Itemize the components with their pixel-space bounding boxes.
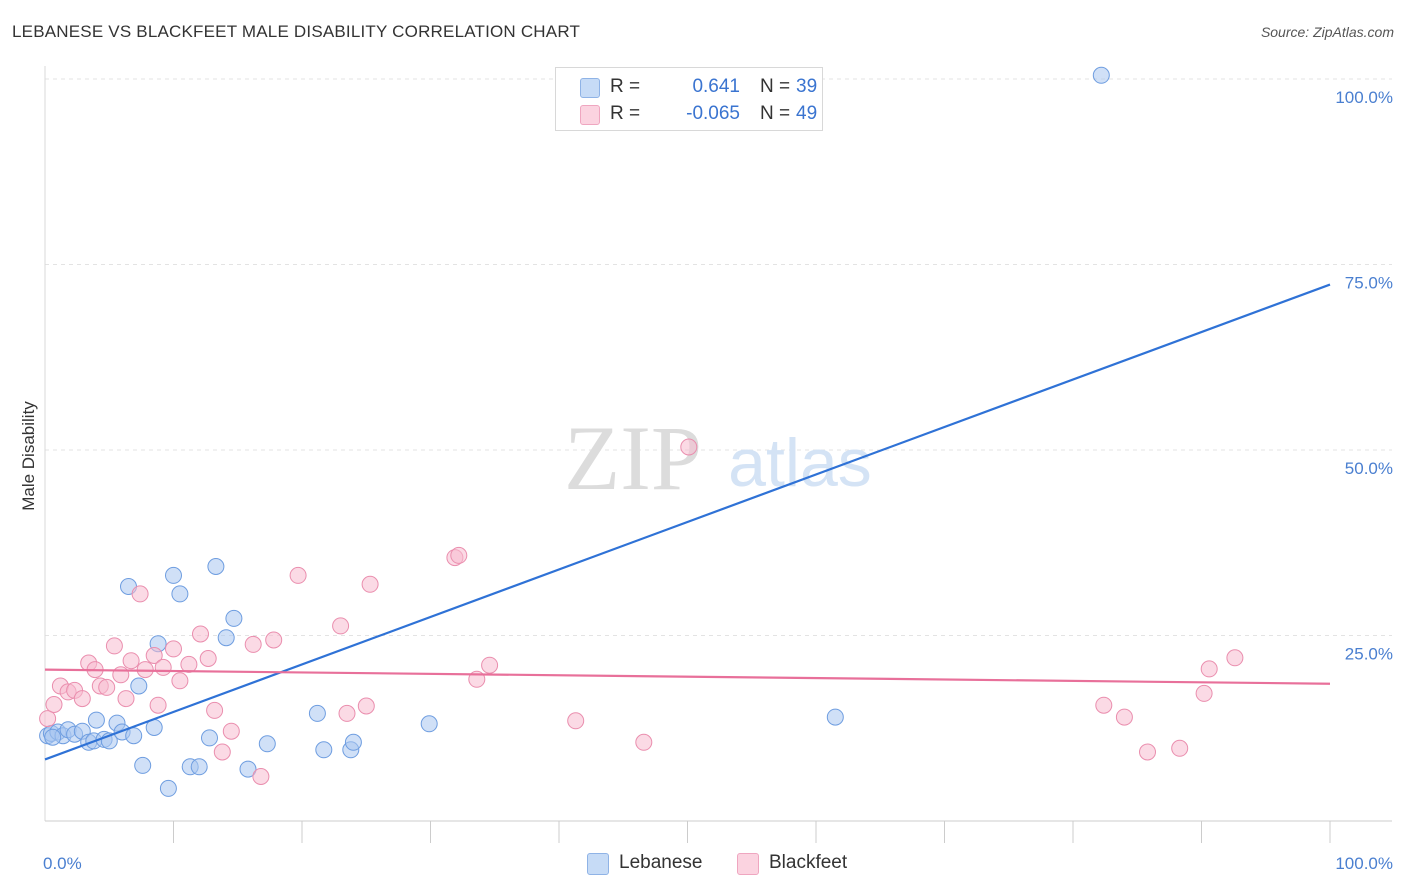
data-point-lebanese (420, 715, 438, 733)
legend-r-label: R = (610, 103, 641, 124)
watermark-atlas: atlas (728, 425, 872, 501)
data-point-blackfeet (1226, 649, 1244, 667)
data-point-blackfeet (1115, 708, 1133, 726)
data-point-blackfeet (1200, 660, 1218, 678)
data-point-lebanese (159, 779, 177, 797)
legend-n-label: N = (760, 103, 791, 124)
data-point-blackfeet (265, 631, 283, 649)
data-point-blackfeet (105, 637, 123, 655)
legend-label-lebanese: Lebanese (619, 852, 703, 873)
legend-label-blackfeet: Blackfeet (769, 852, 848, 873)
data-point-lebanese (207, 558, 225, 575)
data-point-blackfeet (73, 690, 91, 708)
data-point-blackfeet (1139, 743, 1156, 761)
data-point-blackfeet (289, 566, 307, 584)
data-point-lebanese (165, 566, 182, 584)
data-point-blackfeet (481, 656, 499, 674)
data-point-lebanese (258, 735, 276, 753)
chart-source: Source: ZipAtlas.com (1260, 24, 1394, 40)
data-point-lebanese (125, 727, 143, 745)
y-tick-label: 100.0% (1335, 88, 1393, 107)
legend-n-label: N = (760, 76, 791, 97)
data-point-blackfeet (222, 722, 240, 740)
data-point-blackfeet (252, 768, 270, 785)
data-point-lebanese (308, 704, 326, 722)
data-points (39, 66, 1244, 797)
data-point-blackfeet (98, 678, 116, 696)
watermark-zip: ZIP (564, 407, 702, 509)
y-axis-label: Male Disability (19, 401, 38, 511)
legend-item-lebanese: Lebanese (587, 851, 727, 877)
legend-r-value: 0.641 (692, 76, 740, 97)
data-point-lebanese (190, 758, 208, 776)
data-point-lebanese (1092, 66, 1110, 84)
data-point-lebanese (826, 708, 844, 726)
data-point-blackfeet (332, 617, 350, 635)
y-tick-label: 25.0% (1345, 645, 1393, 664)
legend-n-value: 49 (796, 103, 818, 124)
data-point-blackfeet (338, 704, 356, 722)
data-point-lebanese (130, 677, 148, 695)
data-point-blackfeet (361, 575, 379, 593)
data-point-lebanese (344, 733, 362, 751)
data-point-blackfeet (213, 743, 231, 761)
legend-swatch-blackfeet (737, 853, 759, 875)
data-point-blackfeet (39, 710, 57, 728)
tick-labels: 25.0% 50.0% 75.0% 100.0% 0.0% 100.0% (43, 88, 1393, 873)
trend-line-lebanese (44, 283, 1331, 761)
grid-lines (45, 78, 1392, 636)
trend-line-blackfeet (44, 668, 1331, 685)
x-tick-label: 0.0% (43, 854, 82, 873)
axes (44, 66, 1392, 843)
legend-r-label: R = (610, 76, 641, 97)
data-point-lebanese (171, 585, 189, 603)
data-point-lebanese (87, 711, 105, 729)
data-point-blackfeet (131, 585, 149, 603)
data-point-blackfeet (357, 697, 375, 715)
data-point-lebanese (44, 728, 62, 746)
data-point-blackfeet (171, 672, 189, 690)
data-point-blackfeet (635, 733, 653, 751)
y-tick-label: 75.0% (1345, 274, 1393, 293)
legend-r-value: -0.065 (686, 103, 740, 124)
data-point-blackfeet (154, 658, 172, 676)
data-point-blackfeet (112, 666, 130, 684)
data-point-blackfeet (165, 640, 182, 658)
data-point-blackfeet (122, 652, 140, 670)
chart-title: LEBANESE VS BLACKFEET MALE DISABILITY CO… (12, 22, 581, 41)
y-tick-label: 50.0% (1345, 459, 1393, 478)
data-point-blackfeet (45, 696, 63, 713)
trend-lines (44, 283, 1331, 761)
data-point-lebanese (225, 609, 243, 627)
data-point-lebanese (201, 729, 218, 747)
legend-item-blackfeet: Blackfeet (737, 851, 877, 877)
data-point-lebanese (239, 760, 257, 778)
data-point-blackfeet (1171, 739, 1189, 757)
data-point-lebanese (217, 629, 235, 647)
data-point-blackfeet (206, 701, 224, 719)
correlation-legend: R = 0.641 N = 39 R = -0.065 N = 49 (555, 67, 823, 131)
data-point-blackfeet (149, 696, 167, 714)
data-point-blackfeet (192, 625, 209, 643)
data-point-blackfeet (1095, 696, 1113, 714)
legend-swatch-lebanese (580, 78, 600, 98)
legend-swatch-lebanese (587, 853, 609, 875)
data-point-blackfeet (117, 690, 135, 708)
data-point-blackfeet (567, 712, 585, 730)
data-point-blackfeet (145, 647, 163, 664)
data-point-blackfeet (244, 635, 262, 653)
data-point-blackfeet (450, 546, 468, 564)
series-lebanese (39, 66, 1110, 797)
data-point-blackfeet (199, 650, 217, 667)
data-point-lebanese (134, 756, 152, 774)
legend-swatch-blackfeet (580, 105, 600, 125)
legend-n-value: 39 (796, 76, 818, 97)
data-point-blackfeet (680, 438, 698, 456)
data-point-blackfeet (1195, 684, 1213, 702)
watermark: ZIP atlas (564, 407, 872, 509)
data-point-blackfeet (180, 655, 198, 673)
x-tick-label: 100.0% (1335, 854, 1393, 873)
data-point-lebanese (315, 741, 333, 759)
